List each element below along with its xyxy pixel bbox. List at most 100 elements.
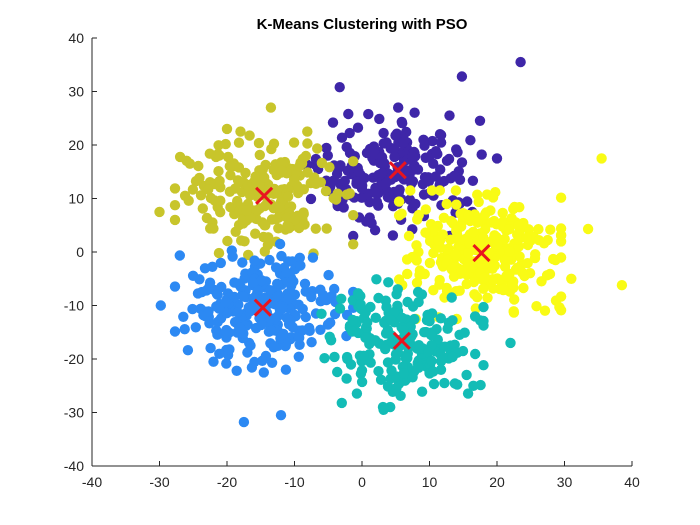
x-tick-label: 20 — [489, 474, 505, 490]
data-point — [325, 317, 336, 328]
data-point — [275, 410, 287, 421]
data-point — [508, 307, 520, 318]
data-point — [238, 416, 250, 428]
data-point — [339, 175, 350, 187]
data-point — [375, 374, 387, 385]
data-point — [262, 239, 274, 251]
data-point — [467, 175, 479, 186]
data-point — [439, 292, 450, 303]
data-point — [259, 200, 271, 212]
data-point — [348, 230, 359, 242]
data-point — [368, 335, 380, 346]
data-point — [465, 135, 476, 146]
data-point — [220, 326, 231, 337]
data-point — [470, 303, 481, 314]
data-point — [380, 178, 391, 189]
data-point — [456, 71, 468, 82]
data-point — [356, 192, 367, 203]
data-point — [445, 234, 456, 245]
data-point — [456, 157, 468, 168]
data-point — [434, 185, 446, 196]
data-point — [480, 208, 491, 220]
data-point — [252, 285, 264, 296]
data-point — [220, 138, 231, 150]
data-point — [468, 226, 479, 238]
x-tick-label: -40 — [82, 474, 102, 490]
data-point — [452, 147, 463, 158]
data-point — [257, 164, 268, 175]
data-point — [507, 279, 518, 290]
data-point — [204, 277, 216, 288]
data-point — [329, 351, 340, 363]
data-point — [264, 254, 275, 266]
y-tick-label: -40 — [64, 458, 84, 474]
axes — [91, 37, 633, 467]
data-point — [207, 261, 218, 272]
data-point — [280, 364, 292, 375]
x-tick-label: -20 — [217, 474, 237, 490]
data-point — [366, 218, 377, 229]
data-point — [393, 274, 405, 285]
data-point — [205, 342, 216, 354]
data-point — [216, 281, 227, 293]
data-point — [428, 285, 439, 296]
data-point — [241, 205, 252, 216]
data-point — [356, 376, 368, 388]
centroid-marker — [255, 186, 274, 205]
data-point — [344, 188, 355, 199]
data-point — [413, 362, 424, 373]
data-point — [187, 184, 199, 195]
data-point — [249, 255, 260, 266]
data-point — [371, 196, 383, 208]
data-point — [409, 107, 420, 118]
data-point — [432, 235, 444, 246]
data-point — [348, 239, 359, 250]
data-point — [504, 246, 515, 257]
data-point — [403, 230, 415, 242]
data-point — [545, 224, 556, 235]
data-point — [336, 132, 348, 143]
data-point — [327, 117, 339, 128]
data-point — [203, 184, 214, 195]
data-point — [398, 137, 409, 148]
data-point — [515, 56, 526, 68]
data-point — [383, 277, 394, 288]
data-point — [320, 185, 332, 197]
x-tick-label: 0 — [358, 474, 366, 490]
data-point — [444, 110, 455, 121]
data-point — [265, 313, 276, 324]
data-point — [344, 127, 355, 139]
data-point — [179, 190, 191, 201]
data-points — [154, 56, 628, 428]
data-point — [555, 230, 567, 241]
data-point — [276, 165, 288, 177]
data-point — [533, 224, 544, 235]
data-point — [323, 269, 334, 281]
data-point — [230, 183, 241, 194]
data-point — [347, 314, 358, 326]
data-point — [244, 130, 255, 141]
data-point — [503, 224, 515, 235]
data-point — [454, 285, 465, 296]
data-point — [392, 284, 403, 295]
data-point — [454, 174, 466, 185]
data-point — [319, 353, 330, 364]
data-point — [298, 208, 309, 220]
data-point — [435, 313, 446, 324]
data-point — [179, 324, 190, 335]
y-tick-label: -20 — [64, 351, 84, 367]
data-point — [378, 127, 389, 139]
data-point — [355, 299, 366, 310]
data-point — [187, 303, 198, 315]
data-point — [336, 397, 347, 409]
data-point — [530, 249, 541, 260]
x-tick-label: 10 — [422, 474, 438, 490]
data-point — [222, 151, 234, 163]
data-point — [293, 332, 304, 343]
centroid-markers — [253, 161, 491, 350]
data-point — [213, 166, 224, 177]
data-point — [275, 157, 287, 168]
data-point — [348, 210, 359, 221]
data-point — [616, 280, 628, 291]
data-point — [533, 235, 545, 246]
